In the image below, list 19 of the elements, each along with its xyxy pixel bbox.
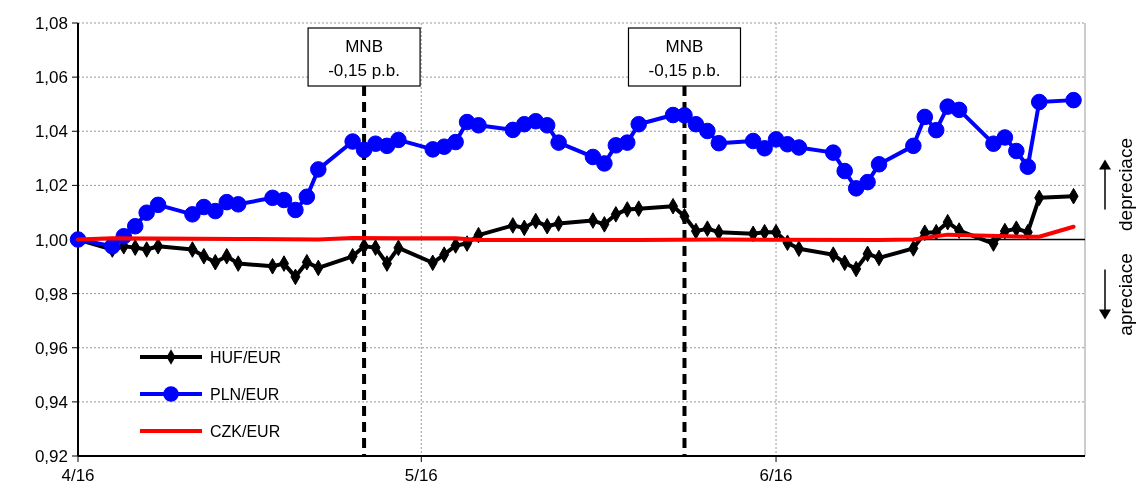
y-tick-label: 1,08 bbox=[34, 14, 68, 33]
y-tick-label: 1,04 bbox=[34, 122, 68, 142]
y-tick-label: 0,96 bbox=[34, 338, 68, 358]
y-tick-label: 1,06 bbox=[34, 68, 68, 88]
x-tick-label: 5/16 bbox=[404, 466, 438, 485]
ref-line-label: MNB -0,15 p.b. bbox=[328, 37, 400, 80]
x-tick-label: 4/16 bbox=[61, 466, 95, 485]
text: apreciace bbox=[1115, 253, 1136, 336]
y-tick-label: 1,00 bbox=[34, 230, 68, 250]
y-tick-label: 0,94 bbox=[34, 392, 68, 412]
y-tick-label: 0,98 bbox=[34, 284, 68, 304]
legend-label: HUF/EUR bbox=[210, 349, 282, 366]
text: depreciace bbox=[1115, 138, 1136, 231]
legend-label: PLN/EUR bbox=[210, 386, 280, 403]
x-tick-label: 6/16 bbox=[759, 466, 793, 485]
ref-line-label: MNB -0,15 p.b. bbox=[648, 37, 721, 80]
y-tick-label: 1,02 bbox=[34, 176, 68, 196]
y-tick-label: 0,92 bbox=[34, 447, 68, 466]
legend-label: CZK/EUR bbox=[210, 423, 281, 440]
